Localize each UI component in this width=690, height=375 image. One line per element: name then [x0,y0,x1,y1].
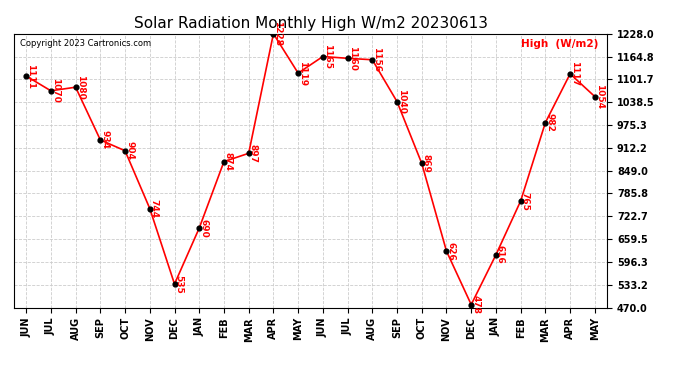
Text: 1070: 1070 [51,78,60,103]
Point [515,198,526,204]
Text: 1156: 1156 [373,47,382,72]
Text: 982: 982 [545,113,554,132]
Point [342,55,353,61]
Text: 1165: 1165 [323,44,332,69]
Text: 744: 744 [150,199,159,218]
Title: Solar Radiation Monthly High W/m2 20230613: Solar Radiation Monthly High W/m2 202306… [133,16,488,31]
Point [169,281,180,287]
Text: 1119: 1119 [298,60,307,86]
Point [391,99,402,105]
Point [46,88,57,94]
Point [70,84,81,90]
Point [491,252,502,258]
Text: 765: 765 [521,192,530,210]
Text: 904: 904 [125,141,134,160]
Text: High  (W/m2): High (W/m2) [521,39,598,49]
Point [95,137,106,143]
Text: 1111: 1111 [26,63,35,88]
Point [441,248,452,254]
Point [194,225,205,231]
Text: 1080: 1080 [76,75,85,100]
Text: 1228: 1228 [273,21,282,46]
Text: 934: 934 [100,130,109,149]
Text: Copyright 2023 Cartronics.com: Copyright 2023 Cartronics.com [20,39,151,48]
Point [564,71,575,77]
Point [21,73,32,79]
Text: 897: 897 [248,144,257,163]
Text: 478: 478 [471,295,480,314]
Text: 869: 869 [422,154,431,173]
Point [367,57,378,63]
Point [466,302,477,307]
Point [268,31,279,37]
Text: 1117: 1117 [570,61,579,86]
Text: 690: 690 [199,219,208,237]
Text: 1160: 1160 [348,46,357,71]
Point [293,70,304,76]
Text: 874: 874 [224,152,233,171]
Text: 535: 535 [175,274,184,293]
Text: 626: 626 [446,242,455,261]
Point [540,120,551,126]
Point [119,148,130,154]
Text: 616: 616 [496,245,505,264]
Point [317,54,328,60]
Text: 1054: 1054 [595,84,604,109]
Point [243,150,254,156]
Point [219,159,230,165]
Text: 1040: 1040 [397,89,406,114]
Point [144,206,155,212]
Point [416,160,427,166]
Point [589,94,600,100]
